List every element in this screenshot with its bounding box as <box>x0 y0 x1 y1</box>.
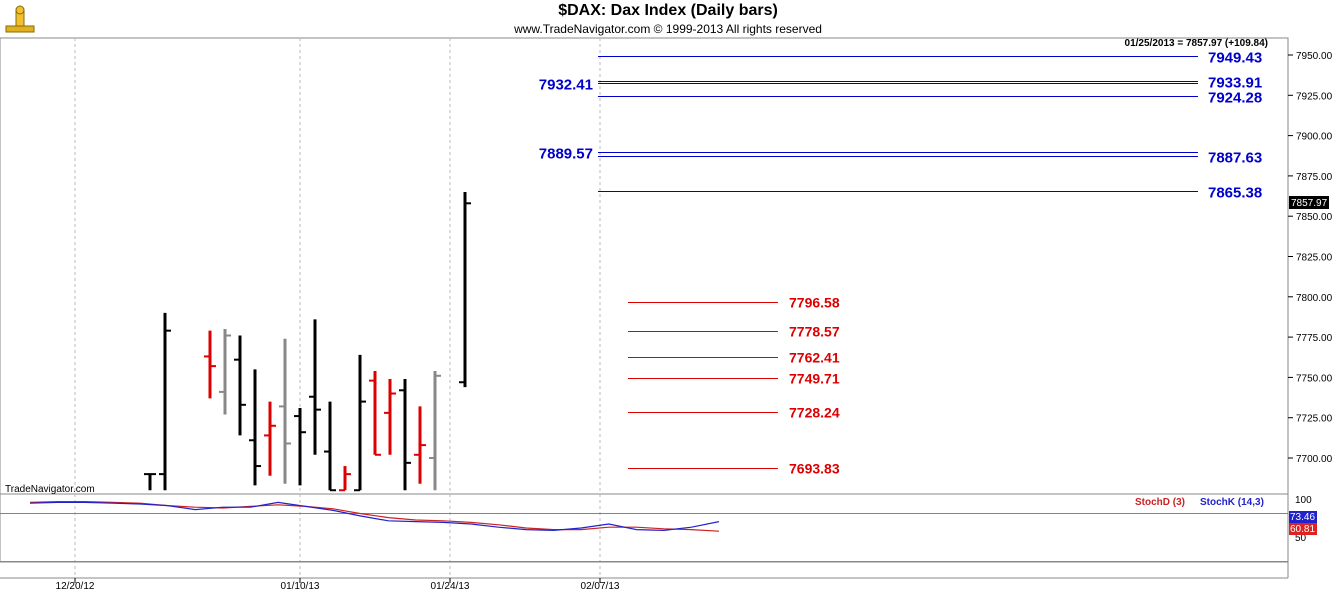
chart-title: $DAX: Dax Index (Daily bars) <box>558 2 778 19</box>
y-tick-label: 7775.00 <box>1296 333 1333 344</box>
last-price-badge-bg <box>1289 196 1329 209</box>
x-tick-label: 01/10/13 <box>281 581 320 592</box>
right-axis <box>1288 38 1336 578</box>
stoch-level-100: 100 <box>1295 495 1312 506</box>
y-tick-label: 7900.00 <box>1296 132 1333 143</box>
last-info-text: 01/25/2013 = 7857.97 (+109.84) <box>1125 38 1268 49</box>
stoch-k-badge-bg <box>1289 511 1317 523</box>
stoch-level-50: 50 <box>1295 533 1307 544</box>
stochastic-lines <box>0 501 1288 562</box>
y-tick-label: 7700.00 <box>1296 454 1333 465</box>
red-level-label: 7728.24 <box>789 405 840 421</box>
blue-level-label: 7889.57 <box>539 146 593 163</box>
stoch-k-line <box>29 501 720 532</box>
stoch-k-legend: StochK (14,3) <box>1200 497 1264 508</box>
red-level-label: 7778.57 <box>789 324 840 340</box>
date-axis: 12/20/12 01/10/13 01/24/13 02/07/13 <box>56 578 620 592</box>
price-axis: 7950.00 7925.00 7900.00 7875.00 7850.00 7825.… <box>1288 51 1333 465</box>
stoch-d-badge-bg <box>1289 523 1317 535</box>
x-tick-label: 12/20/12 <box>56 581 95 592</box>
stoch-d-legend: StochD (3) <box>1135 497 1185 508</box>
blue-level-label: 7924.28 <box>1208 90 1262 107</box>
blue-level-label: 7933.91 <box>1208 75 1262 92</box>
price-panel[interactable] <box>0 37 1289 495</box>
x-tick-label: 02/07/13 <box>581 581 620 592</box>
y-tick-label: 7925.00 <box>1296 91 1333 102</box>
x-tick-label: 01/24/13 <box>431 581 470 592</box>
y-tick-label: 7950.00 <box>1296 51 1333 62</box>
price-bars <box>144 192 471 492</box>
y-tick-label: 7750.00 <box>1296 373 1333 384</box>
last-price-badge: 7857.97 <box>1291 198 1328 209</box>
stoch-d-line <box>29 501 720 532</box>
watermark-text: TradeNavigator.com <box>5 484 95 495</box>
stoch-k-badge: 73.46 <box>1290 512 1315 523</box>
vertical-gridlines <box>74 38 601 578</box>
y-tick-label: 7825.00 <box>1296 253 1333 264</box>
red-level-label: 7796.58 <box>789 295 840 311</box>
blue-level-label: 7949.43 <box>1208 50 1262 67</box>
y-tick-label: 7800.00 <box>1296 293 1333 304</box>
red-level-label: 7693.83 <box>789 461 840 477</box>
y-tick-label: 7875.00 <box>1296 172 1333 183</box>
y-tick-label: 7725.00 <box>1296 414 1333 425</box>
blue-level-label: 7865.38 <box>1208 185 1262 202</box>
red-level-label: 7762.41 <box>789 350 840 366</box>
blue-level-label: 7887.63 <box>1208 150 1262 167</box>
y-tick-label: 7850.00 <box>1296 212 1333 223</box>
chart-header: $DAX: Dax Index (Daily bars) www.TradeNa… <box>0 0 1336 38</box>
blue-level-label: 7932.41 <box>539 77 593 94</box>
chart-subtitle: www.TradeNavigator.com © 1999-2013 All r… <box>514 22 822 36</box>
trade-navigator-logo-icon <box>4 4 36 34</box>
red-level-label: 7749.71 <box>789 371 840 387</box>
stoch-d-badge: 60.81 <box>1290 524 1315 535</box>
